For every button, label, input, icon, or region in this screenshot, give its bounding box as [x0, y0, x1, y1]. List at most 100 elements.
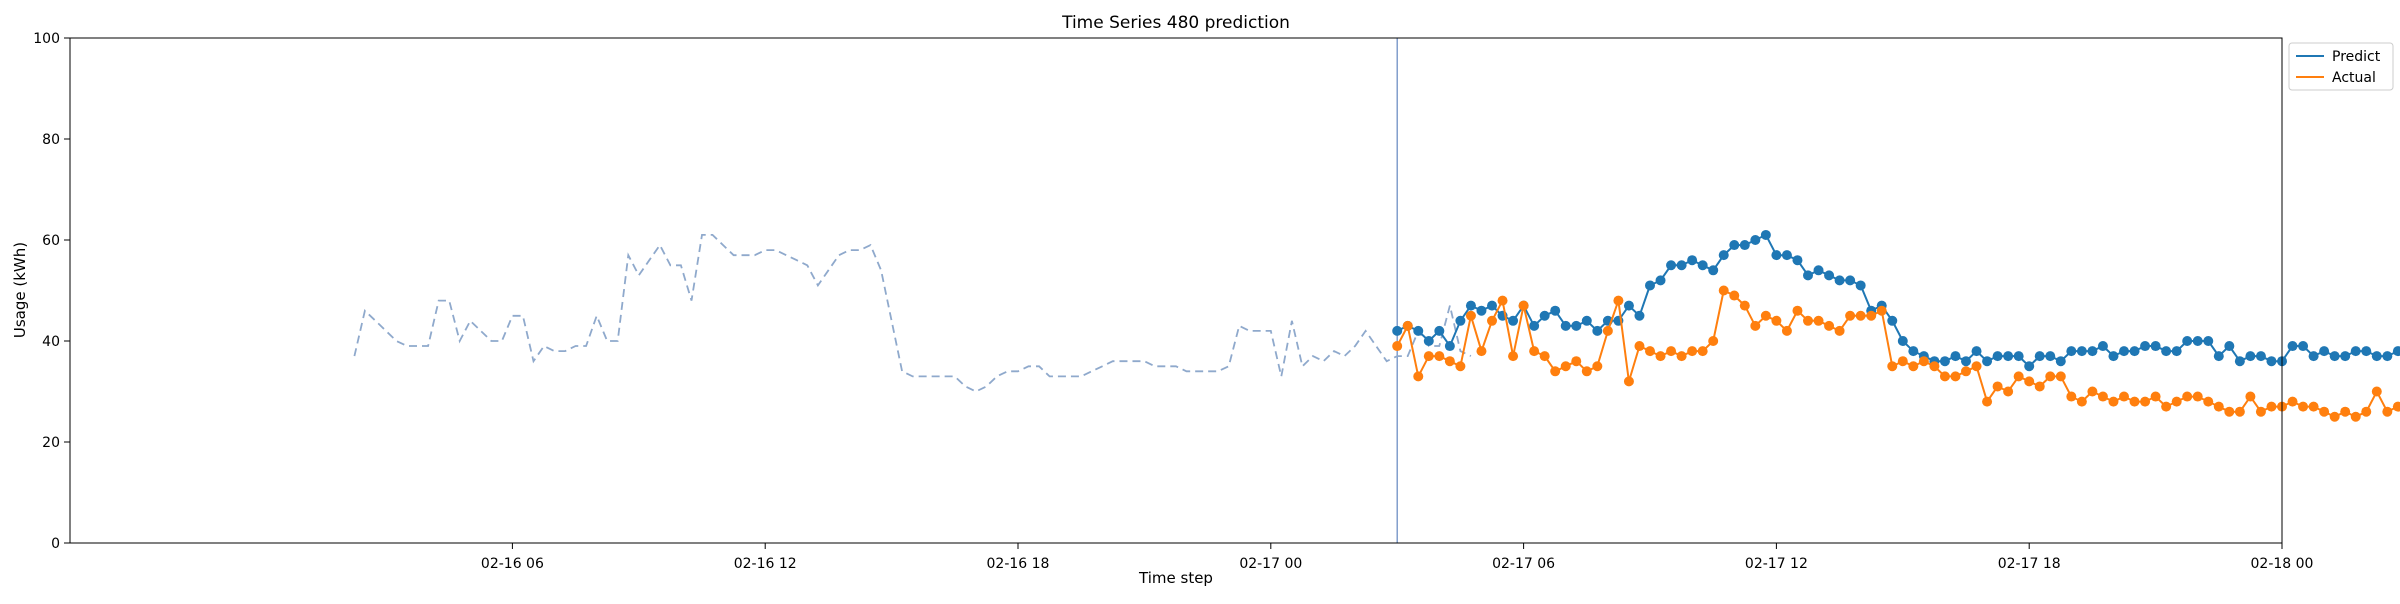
predict-point [1950, 351, 1961, 362]
actual-point [1939, 371, 1950, 382]
x-tick-label: 02-17 12 [1745, 556, 1808, 572]
actual-point [1982, 396, 1993, 407]
actual-point [1876, 305, 1887, 316]
actual-point [1634, 341, 1645, 352]
predict-point [1834, 275, 1845, 286]
actual-point [1676, 351, 1687, 362]
y-tick-label: 60 [42, 233, 60, 249]
predict-point [2013, 351, 2024, 362]
predict-point [1771, 250, 1782, 261]
actual-point [1855, 310, 1866, 321]
actual-point [2298, 401, 2309, 412]
legend: Predict Actual [2288, 42, 2394, 91]
predict-point [2224, 341, 2235, 352]
actual-point [1571, 356, 1582, 367]
actual-point [1918, 356, 1929, 367]
predict-point [2382, 351, 2393, 362]
actual-point [1824, 320, 1835, 331]
predict-point [2213, 351, 2224, 362]
predict-point [2129, 346, 2140, 357]
x-tick-label: 02-17 00 [1239, 556, 1302, 572]
actual-point [2350, 411, 2361, 422]
y-tick-label: 40 [42, 334, 60, 350]
predict-point [1560, 320, 1571, 331]
actual-point [1413, 371, 1424, 382]
predict-point [2245, 351, 2256, 362]
actual-point [2392, 401, 2400, 412]
actual-point [1718, 285, 1729, 296]
actual-point [1392, 341, 1403, 352]
predict-point [1887, 315, 1898, 326]
actual-point [1613, 295, 1624, 306]
actual-point [1929, 361, 1940, 372]
actual-point [2213, 401, 2224, 412]
predict-point [1781, 250, 1792, 261]
predict-point [1897, 336, 1908, 346]
predict-point [1465, 300, 1476, 311]
predict-point [2361, 346, 2372, 357]
actual-point [1792, 305, 1803, 316]
predict-point [1455, 315, 1466, 326]
predict-point [2182, 336, 2193, 346]
predict-point [1571, 320, 1582, 331]
actual-point [2108, 396, 2119, 407]
predict-point [1529, 320, 1540, 331]
predict-point [1739, 240, 1750, 251]
predict-point [2087, 346, 2098, 357]
actual-point [1697, 346, 1708, 357]
predict-point [2076, 346, 2087, 357]
actual-point [1487, 315, 1497, 326]
y-tick-label: 20 [42, 435, 60, 451]
predict-point [2392, 346, 2400, 357]
actual-point [2171, 396, 2182, 407]
actual-point [2203, 396, 2214, 407]
actual-point [1950, 371, 1961, 382]
predict-point [2171, 346, 2182, 357]
x-tick-label: 02-17 18 [1998, 556, 2061, 572]
predict-point [1982, 356, 1993, 367]
actual-point [1739, 300, 1750, 311]
legend-actual-label: Actual [2332, 70, 2376, 86]
predict-point [1760, 229, 1771, 240]
predict-point [2140, 341, 2151, 352]
actual-point [2087, 386, 2098, 397]
actual-point [2287, 396, 2298, 407]
predict-point [2371, 351, 2382, 362]
actual-point [2371, 386, 2382, 397]
actual-point [2192, 391, 2203, 402]
actual-point [2003, 386, 2014, 397]
actual-point [1444, 356, 1455, 367]
predict-point [2203, 336, 2214, 346]
actual-point [1908, 361, 1919, 372]
actual-point [1961, 366, 1971, 377]
actual-point [2234, 406, 2245, 417]
plot-background [70, 38, 2282, 543]
predict-point [1718, 250, 1729, 261]
predict-point [2150, 341, 2161, 352]
predict-point [1508, 315, 1519, 326]
predict-point [2066, 346, 2077, 357]
actual-point [2340, 406, 2351, 417]
actual-point [1771, 315, 1782, 326]
x-tick-label: 02-16 12 [734, 556, 797, 572]
actual-point [1497, 295, 1508, 306]
actual-point [1813, 315, 1824, 326]
actual-point [2066, 391, 2077, 402]
legend-predict-label: Predict [2332, 49, 2381, 65]
predict-point [2097, 341, 2108, 352]
actual-point [2361, 406, 2372, 417]
actual-point [1581, 366, 1592, 377]
actual-point [1781, 325, 1792, 336]
predict-point [1803, 270, 1813, 281]
predict-point [1487, 300, 1497, 311]
predict-point [2161, 346, 2172, 357]
x-tick-label: 02-17 06 [1492, 556, 1555, 572]
actual-point [1465, 310, 1476, 321]
predict-point [1592, 325, 1603, 336]
actual-point [1887, 361, 1898, 372]
predict-point [1676, 260, 1687, 271]
actual-point [1623, 376, 1634, 387]
predict-point [1697, 260, 1708, 271]
predict-point [2003, 351, 2014, 362]
